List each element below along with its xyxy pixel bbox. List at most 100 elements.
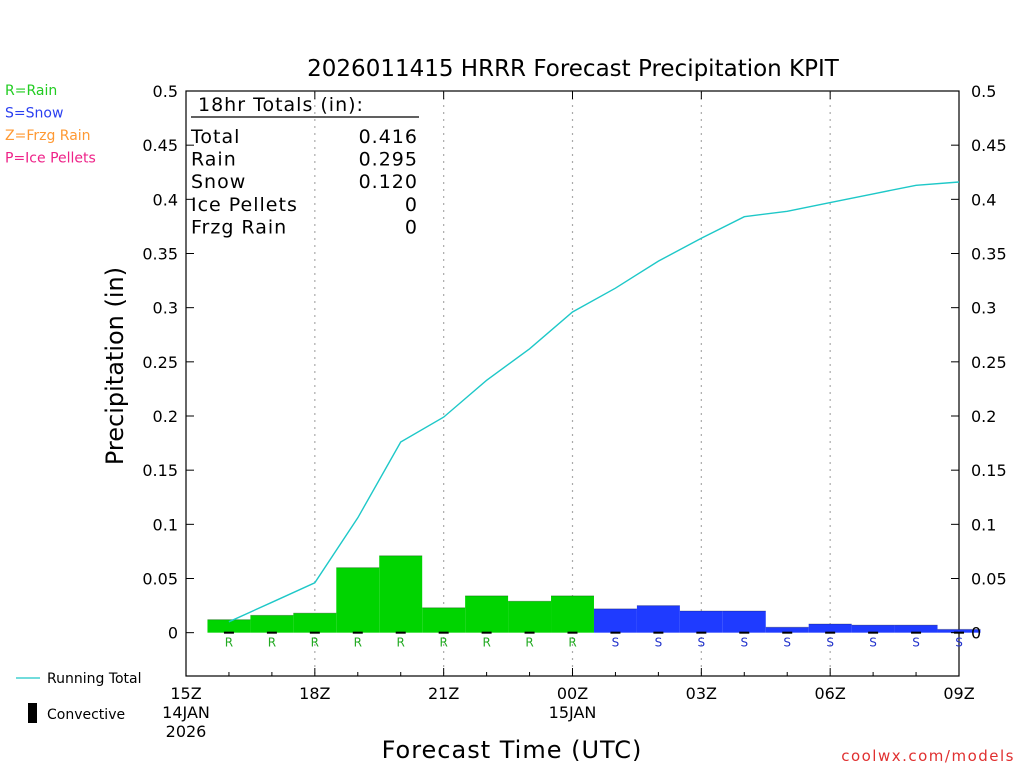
running-total-line bbox=[228, 181, 960, 623]
precip-bar-9 bbox=[551, 595, 594, 633]
precip-bar-6 bbox=[422, 607, 466, 633]
y-tick-label-left-10: 0.5 bbox=[153, 82, 178, 101]
convective-mark-13 bbox=[739, 631, 750, 634]
y-tick-label-right-1: 0.05 bbox=[971, 570, 1007, 589]
precip-bar-10 bbox=[593, 608, 637, 633]
legend-type-2: Z=Frzg Rain bbox=[5, 128, 91, 144]
convective-legend-label: Convective bbox=[47, 707, 125, 723]
precip-bar-5 bbox=[379, 555, 423, 633]
legend-type-1: S=Snow bbox=[5, 106, 63, 122]
convective-mark-15 bbox=[825, 631, 836, 634]
y-tick-label-left-0: 0 bbox=[168, 624, 178, 643]
ptype-label-12: S bbox=[698, 636, 706, 650]
convective-mark-5 bbox=[395, 631, 406, 634]
y-tick-label-left-7: 0.35 bbox=[142, 245, 178, 264]
x-tick-label-0-2: 2026 bbox=[166, 722, 207, 741]
legend-type-0: R=Rain bbox=[5, 83, 57, 99]
watermark: coolwx.com/models bbox=[841, 747, 1015, 765]
totals-value-1: 0.295 bbox=[359, 149, 418, 171]
precip-bar-12 bbox=[679, 611, 723, 633]
ptype-label-2: R bbox=[268, 636, 276, 650]
ptype-label-11: S bbox=[655, 636, 663, 650]
ptype-label-1: R bbox=[225, 636, 233, 650]
y-tick-label-left-8: 0.4 bbox=[153, 190, 178, 209]
y-tick-label-right-5: 0.25 bbox=[971, 353, 1007, 372]
precip-bar-18 bbox=[937, 629, 981, 633]
precip-bar-4 bbox=[336, 567, 380, 633]
y-tick-label-left-2: 0.1 bbox=[153, 515, 178, 534]
y-tick-label-right-0: 0 bbox=[971, 624, 981, 643]
convective-mark-16 bbox=[868, 631, 879, 634]
totals-value-2: 0.120 bbox=[359, 171, 418, 193]
y-axis-ticks: 0 00.05 0.050.1 0.10.15 0.150.2 0.20.25 0.250.… bbox=[142, 82, 1006, 643]
convective-mark-1 bbox=[223, 631, 234, 634]
y-tick-label-right-7: 0.35 bbox=[971, 245, 1007, 264]
totals-label-2: Snow bbox=[191, 171, 246, 193]
y-tick-label-left-5: 0.25 bbox=[142, 353, 178, 372]
convective-markers bbox=[223, 631, 964, 634]
precip-bar-2 bbox=[250, 615, 294, 633]
convective-mark-8 bbox=[524, 631, 535, 634]
y-tick-label-right-3: 0.15 bbox=[971, 461, 1007, 480]
x-tick-label-2-0: 21Z bbox=[428, 684, 459, 703]
precip-bar-16 bbox=[851, 625, 895, 633]
y-tick-label-right-8: 0.4 bbox=[971, 190, 996, 209]
ptype-label-18: S bbox=[955, 636, 963, 650]
x-tick-label-4-0: 03Z bbox=[686, 684, 717, 703]
convective-mark-3 bbox=[309, 631, 320, 634]
totals-box: 18hr Totals (in): Total 0.416 Rain 0.295 Snow… bbox=[190, 94, 419, 238]
y-tick-label-left-6: 0.3 bbox=[153, 299, 178, 318]
precip-bar-3 bbox=[293, 613, 337, 633]
ptype-label-17: S bbox=[912, 636, 920, 650]
ptype-label-10: S bbox=[612, 636, 620, 650]
x-tick-label-3-0: 00Z bbox=[557, 684, 588, 703]
ptype-label-8: R bbox=[525, 636, 533, 650]
y-axis-title: Precipitation (in) bbox=[101, 267, 129, 465]
convective-legend: Convective bbox=[28, 703, 125, 723]
precip-bar-15 bbox=[808, 624, 852, 633]
y-tick-label-left-1: 0.05 bbox=[142, 570, 178, 589]
ptype-label-16: S bbox=[869, 636, 877, 650]
precip-bar-13 bbox=[722, 611, 766, 633]
y-tick-label-left-4: 0.2 bbox=[153, 407, 178, 426]
precip-bar-1 bbox=[207, 619, 251, 633]
convective-mark-6 bbox=[438, 631, 449, 634]
running-total-legend-label: Running Total bbox=[47, 671, 142, 687]
y-tick-label-right-9: 0.45 bbox=[971, 136, 1007, 155]
totals-label-3: Ice Pellets bbox=[191, 194, 298, 216]
precip-bar-8 bbox=[508, 601, 552, 633]
running-total-legend: Running Total bbox=[16, 671, 142, 687]
convective-mark-11 bbox=[653, 631, 664, 634]
y-tick-label-left-3: 0.15 bbox=[142, 461, 178, 480]
ptype-label-6: R bbox=[439, 636, 447, 650]
ptype-label-14: S bbox=[783, 636, 791, 650]
convective-mark-10 bbox=[610, 631, 621, 634]
convective-mark-14 bbox=[782, 631, 793, 634]
x-tick-label-5-0: 06Z bbox=[815, 684, 846, 703]
precip-bar-11 bbox=[636, 605, 680, 633]
ptype-label-3: R bbox=[311, 636, 319, 650]
y-tick-label-right-6: 0.3 bbox=[971, 299, 996, 318]
precip-bar-14 bbox=[765, 627, 809, 633]
y-tick-label-right-10: 0.5 bbox=[971, 82, 996, 101]
x-tick-label-1-0: 18Z bbox=[299, 684, 330, 703]
totals-value-0: 0.416 bbox=[359, 126, 418, 148]
x-tick-label-6-0: 09Z bbox=[943, 684, 974, 703]
ptype-label-13: S bbox=[740, 636, 748, 650]
y-tick-label-left-9: 0.45 bbox=[142, 136, 178, 155]
totals-value-3: 0 bbox=[405, 194, 418, 216]
ptype-label-15: S bbox=[826, 636, 834, 650]
convective-mark-12 bbox=[696, 631, 707, 634]
hourly-precip-bars bbox=[207, 555, 981, 633]
totals-label-4: Frzg Rain bbox=[191, 216, 287, 238]
y-tick-label-right-4: 0.2 bbox=[971, 407, 996, 426]
convective-mark-7 bbox=[481, 631, 492, 634]
totals-header: 18hr Totals (in): bbox=[198, 94, 364, 116]
totals-value-4: 0 bbox=[405, 216, 418, 238]
ptype-label-9: R bbox=[568, 636, 576, 650]
chart-title: 2026011415 HRRR Forecast Precipitation K… bbox=[307, 56, 840, 82]
precip-bar-17 bbox=[894, 625, 938, 633]
